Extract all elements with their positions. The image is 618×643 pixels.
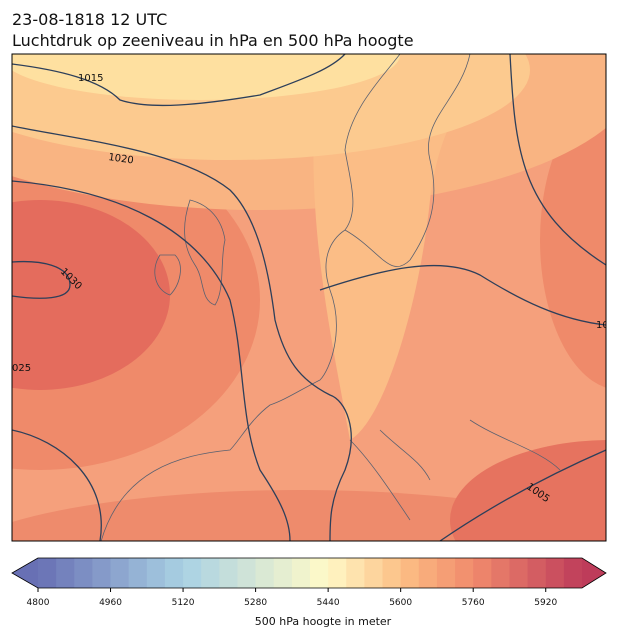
- coastlines: [100, 54, 561, 541]
- colorbar-extend: [582, 558, 606, 588]
- colorbar-tick-label: 5920: [534, 598, 557, 608]
- colorbar-bin: [491, 558, 510, 588]
- colorbar-bin: [237, 558, 257, 588]
- colorbar-bin: [473, 558, 492, 588]
- colorbar-bin: [418, 558, 438, 588]
- colorbar-bin: [291, 558, 311, 588]
- colorbar-bin: [400, 558, 420, 588]
- colorbar-bin: [146, 558, 166, 588]
- colorbar-bin: [527, 558, 547, 588]
- colorbar-bin: [455, 558, 474, 588]
- colorbar-bin: [183, 558, 202, 588]
- colorbar-tick-label: 4800: [27, 598, 50, 608]
- title: 23-08-1818 12 UTC: [12, 10, 167, 29]
- colorbar-tick-label: 5440: [317, 598, 340, 608]
- colorbar-bin: [219, 558, 238, 588]
- colorbar-bin: [92, 558, 112, 588]
- colorbar-bin: [364, 558, 384, 588]
- colorbar-tick-label: 5120: [172, 598, 195, 608]
- isobar-label: 025: [12, 363, 31, 374]
- colorbar-bin: [128, 558, 148, 588]
- isobars: [12, 54, 606, 541]
- colorbar-bin: [382, 558, 402, 588]
- colorbar-label: 500 hPa hoogte in meter: [255, 615, 392, 628]
- colorbar-bin: [545, 558, 565, 588]
- height-band: [450, 440, 606, 541]
- colorbar-bin: [273, 558, 293, 588]
- colorbar-bin: [563, 558, 583, 588]
- colorbar-bin: [436, 558, 456, 588]
- colorbar-bin: [164, 558, 184, 588]
- colorbar-bin: [74, 558, 93, 588]
- colorbar-bin: [328, 558, 347, 588]
- colorbar-tick-label: 5760: [462, 598, 485, 608]
- height-band: [313, 54, 520, 440]
- colorbar-bin: [509, 558, 529, 588]
- height-band: [12, 54, 400, 100]
- colorbar-bin: [38, 558, 57, 588]
- colorbar-bin: [310, 558, 329, 588]
- isobar-label: 1020: [108, 152, 135, 166]
- isobar-label: 1015: [78, 73, 103, 84]
- colorbar-tick-label: 5600: [389, 598, 412, 608]
- colorbar-tick-label: 4960: [99, 598, 122, 608]
- subtitle: Luchtdruk op zeeniveau in hPa en 500 hPa…: [12, 31, 414, 50]
- map-frame: [11, 53, 607, 542]
- colorbar-bin: [255, 558, 275, 588]
- colorbar: 4800 4960 5120 5280 5440 5600 5760 5920: [11, 557, 607, 608]
- colorbar-bin: [201, 558, 220, 588]
- colorbar-outline: [11, 557, 607, 589]
- colorbar-tick-label: 5280: [244, 598, 267, 608]
- height-band: [12, 200, 170, 390]
- colorbar-extend: [12, 558, 38, 588]
- colorbar-bin: [56, 558, 75, 588]
- colorbar-bin: [110, 558, 130, 588]
- colorbar-bin: [346, 558, 365, 588]
- isobar-label: 10: [596, 320, 609, 331]
